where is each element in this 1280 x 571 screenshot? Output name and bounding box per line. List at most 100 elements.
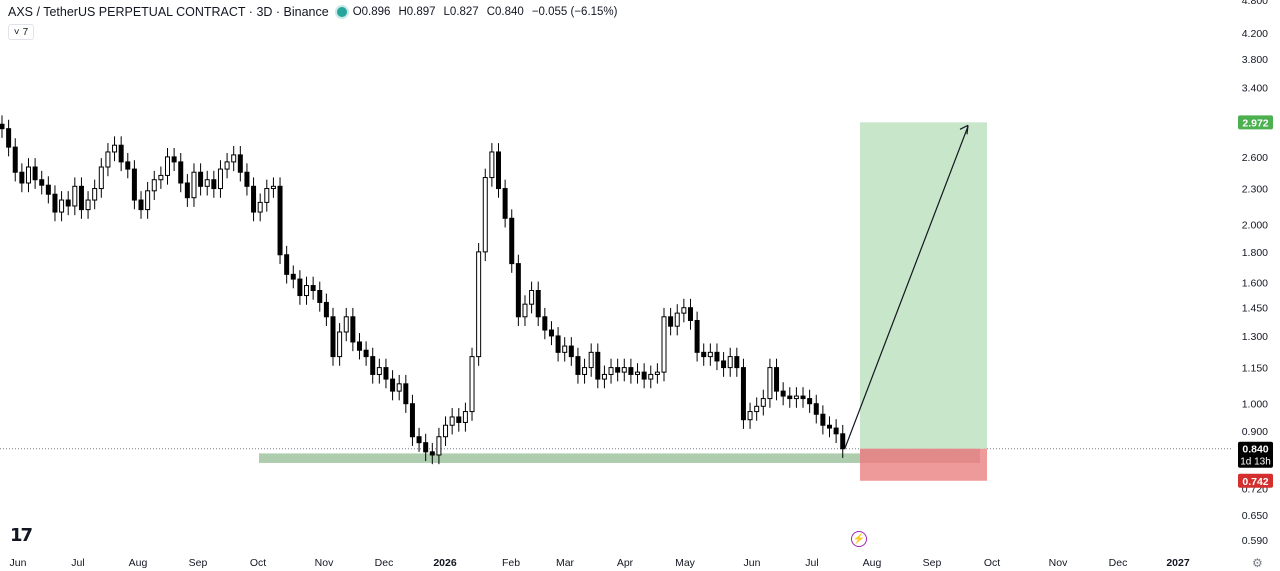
candle-body	[595, 351, 601, 380]
stop-price-label: 0.742	[1242, 476, 1268, 488]
candle-body	[32, 166, 38, 181]
target-price-label: 2.972	[1242, 117, 1268, 129]
candle-body	[217, 168, 223, 190]
candle-body	[244, 171, 250, 187]
lightning-icon[interactable]: ⚡	[851, 531, 867, 547]
candle-body	[165, 156, 170, 176]
candle-body	[443, 424, 449, 438]
y-tick-label: 1.000	[1242, 399, 1268, 411]
candle-body	[112, 144, 118, 153]
candle-body	[787, 395, 793, 400]
candle-body	[469, 356, 475, 413]
candle-body	[25, 166, 31, 184]
candle-body	[118, 144, 124, 163]
x-tick-label: Oct	[250, 557, 266, 569]
low-value: L0.827	[443, 6, 479, 18]
candle-body	[125, 161, 131, 170]
candle-body	[52, 193, 58, 213]
y-tick-label: 1.800	[1242, 247, 1268, 259]
y-tick-label: 0.900	[1242, 426, 1268, 438]
candle-body	[343, 316, 349, 333]
indicator-count: 7	[22, 26, 29, 38]
gear-icon[interactable]: ⚙	[1252, 556, 1263, 570]
candle-body	[608, 367, 614, 375]
candle-body	[323, 301, 329, 318]
y-tick-label: 4.200	[1242, 28, 1268, 40]
candle-body	[807, 398, 813, 405]
y-tick-label: 2.300	[1242, 184, 1268, 196]
candle-body	[555, 335, 561, 353]
candle-body	[436, 436, 442, 456]
candle-body	[403, 383, 409, 405]
candle-body	[376, 367, 382, 375]
candle-body	[317, 289, 323, 303]
candle-body	[98, 166, 104, 190]
market-status-icon	[336, 7, 347, 17]
candles	[0, 115, 846, 465]
current-price-label: 0.840	[1242, 444, 1268, 456]
symbol-title[interactable]: AXS / TetherUS PERPETUAL CONTRACT · 3D ·…	[8, 5, 329, 19]
candle-body	[529, 289, 535, 305]
x-tick-label: Oct	[984, 557, 1000, 569]
candle-body	[45, 184, 51, 195]
candle-body	[65, 199, 71, 207]
indicator-collapse-button[interactable]: ˅ 7	[8, 24, 34, 40]
candle-body	[370, 356, 376, 375]
candle-body	[568, 345, 574, 358]
candle-body	[138, 199, 144, 211]
candle-body	[668, 316, 674, 327]
tradingview-logo[interactable]: 17	[10, 525, 33, 546]
candle-body	[740, 367, 746, 421]
candle-body	[661, 316, 667, 373]
candle-body	[548, 329, 554, 337]
candle-body	[72, 185, 78, 207]
candle-body	[449, 416, 455, 426]
close-value: C0.840	[486, 6, 524, 18]
candle-body	[231, 154, 237, 163]
x-tick-label: Feb	[502, 557, 520, 569]
candle-body	[85, 199, 91, 211]
candle-body	[284, 254, 290, 275]
candle-body	[416, 436, 422, 444]
x-tick-label: Apr	[617, 557, 634, 569]
y-tick-label: 0.590	[1242, 535, 1268, 547]
x-tick-label: 2027	[1166, 557, 1190, 569]
candle-body	[211, 179, 217, 190]
candle-body	[747, 411, 753, 421]
x-tick-label: Dec	[1109, 557, 1128, 569]
candle-body	[575, 356, 581, 375]
candle-body	[390, 378, 396, 392]
candle-body	[674, 312, 680, 327]
candle-body	[482, 177, 488, 253]
candle-body	[760, 398, 766, 407]
candle-body	[330, 316, 336, 358]
open-value: O0.896	[352, 6, 391, 18]
candle-body	[714, 351, 720, 362]
x-tick-label: Sep	[189, 557, 208, 569]
y-tick-label: 2.600	[1242, 152, 1268, 164]
candle-body	[621, 367, 627, 373]
current-price-label-bg	[1238, 441, 1273, 468]
candle-body	[78, 185, 84, 211]
candle-body	[727, 356, 733, 369]
candle-body	[813, 403, 819, 415]
y-tick-label: 4.800	[1242, 0, 1268, 7]
candle-body	[251, 185, 257, 213]
candle-body	[184, 182, 190, 199]
x-tick-label: Nov	[1049, 557, 1068, 569]
x-tick-label: May	[675, 557, 696, 569]
x-tick-label: Mar	[556, 557, 575, 569]
candle-body	[204, 179, 210, 187]
change-value: −0.055 (−6.15%)	[531, 6, 618, 18]
y-tick-label: 1.450	[1242, 303, 1268, 315]
candle-body	[224, 161, 230, 170]
target-price-label-bg	[1238, 115, 1273, 130]
high-value: H0.897	[398, 6, 436, 18]
candle-body	[456, 416, 462, 423]
candle-body	[774, 367, 780, 392]
candle-body	[542, 316, 548, 331]
candle-body	[827, 424, 832, 429]
candle-body	[396, 383, 402, 392]
candle-body	[754, 405, 760, 413]
